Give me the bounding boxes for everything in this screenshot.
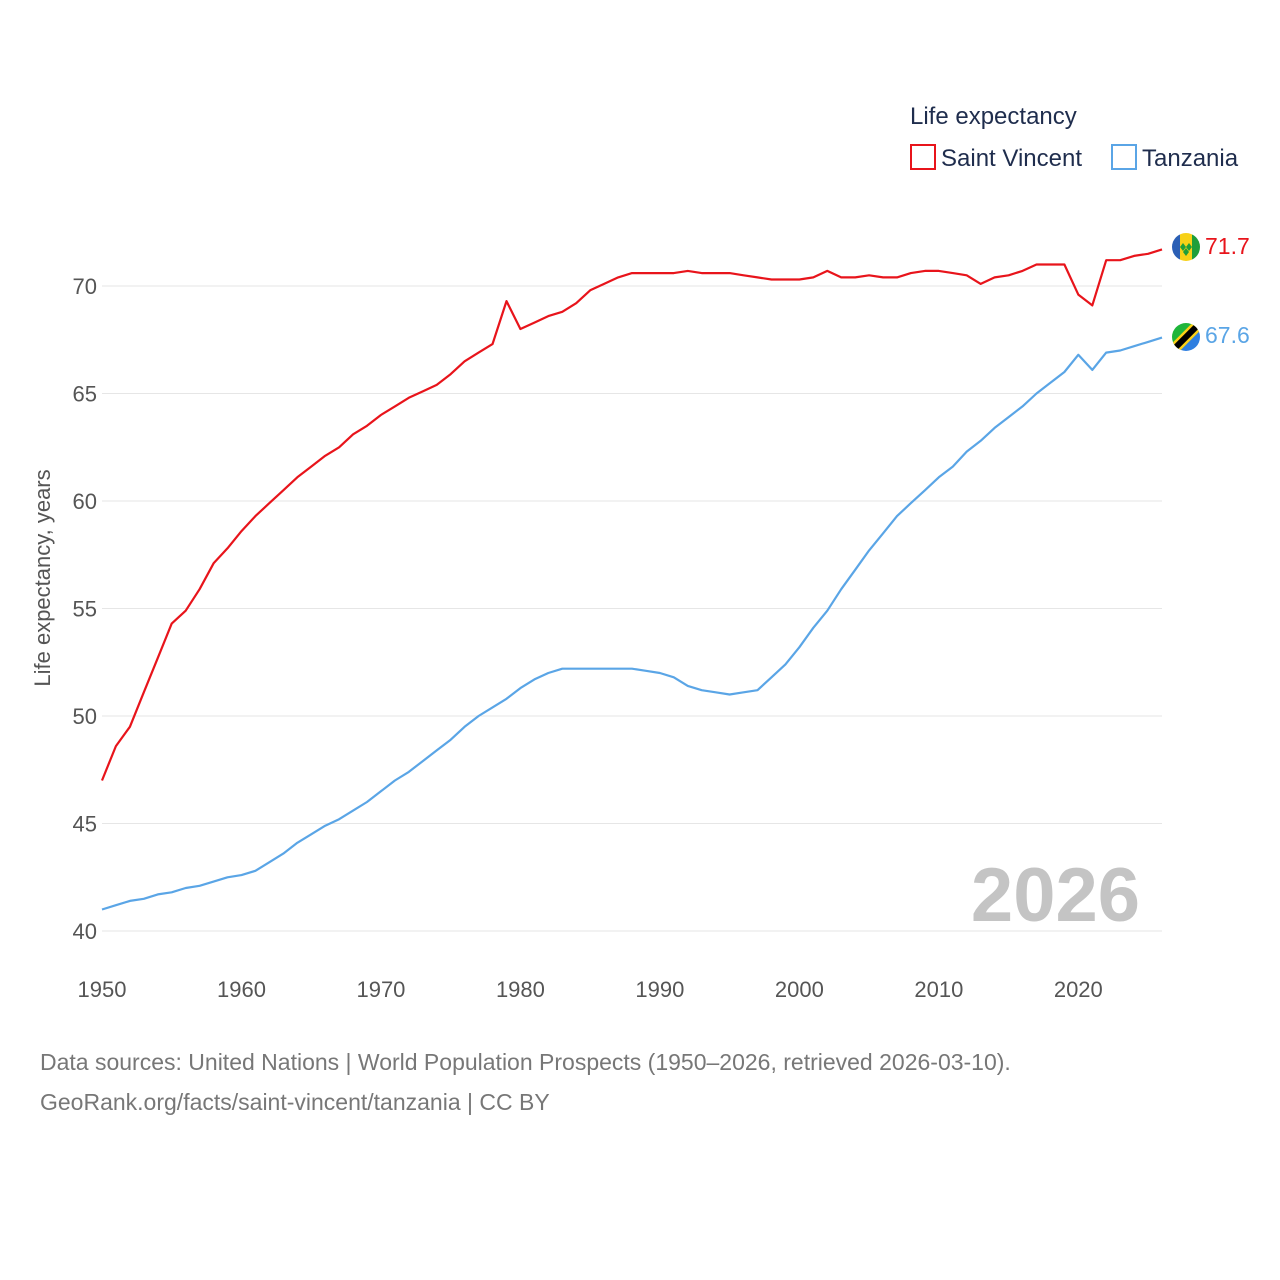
x-tick-label: 1980	[496, 977, 545, 1002]
y-tick-label: 50	[73, 704, 97, 729]
tanzania-flag-icon	[1172, 323, 1200, 351]
y-tick-label: 65	[73, 382, 97, 407]
x-tick-label: 2020	[1054, 977, 1103, 1002]
y-tick-label: 70	[73, 274, 97, 299]
series-line-tanzania	[101, 336, 1163, 911]
x-tick-label: 1970	[356, 977, 405, 1002]
legend-label-saint-vincent: Saint Vincent	[941, 145, 1082, 172]
end-label-saint-vincent: 71.7	[1205, 233, 1250, 259]
source-line-1: Data sources: United Nations | World Pop…	[40, 1049, 1011, 1075]
y-tick-label: 55	[73, 597, 97, 622]
legend-label-tanzania: Tanzania	[1142, 145, 1239, 172]
x-tick-label: 1950	[78, 977, 127, 1002]
gridlines	[102, 285, 1162, 932]
legend-item-saint-vincent[interactable]: Saint Vincent	[910, 144, 1082, 172]
y-axis-ticks: 40 45 50 55 60 65 70	[73, 274, 97, 944]
x-tick-label: 1960	[217, 977, 266, 1002]
life-expectancy-chart: Life expectancy Saint Vincent Tanzania 4…	[30, 103, 1250, 1002]
y-axis-label: Life expectancy, years	[30, 469, 55, 686]
source-line-2[interactable]: GeoRank.org/facts/saint-vincent/tanzania…	[40, 1089, 550, 1115]
x-tick-label: 2010	[914, 977, 963, 1002]
legend: Life expectancy Saint Vincent Tanzania	[910, 103, 1239, 172]
legend-item-tanzania[interactable]: Tanzania	[1111, 144, 1239, 172]
end-label-tanzania: 67.6	[1205, 322, 1250, 348]
y-tick-label: 45	[73, 812, 97, 837]
x-tick-label: 1990	[635, 977, 684, 1002]
series-lines	[100, 248, 1163, 911]
y-tick-label: 40	[73, 919, 97, 944]
year-watermark: 2026	[971, 853, 1140, 938]
legend-swatch-tanzania	[1111, 144, 1137, 170]
x-tick-label: 2000	[775, 977, 824, 1002]
legend-title: Life expectancy	[910, 103, 1077, 130]
series-line-saint-vincent	[100, 248, 1163, 781]
legend-swatch-saint-vincent	[910, 144, 936, 170]
source-note: Data sources: United Nations | World Pop…	[40, 1042, 1260, 1122]
y-tick-label: 60	[73, 489, 97, 514]
saint-vincent-flag-icon	[1172, 233, 1200, 261]
x-axis-ticks: 1950 1960 1970 1980 1990 2000 2010 2020	[78, 977, 1103, 1002]
